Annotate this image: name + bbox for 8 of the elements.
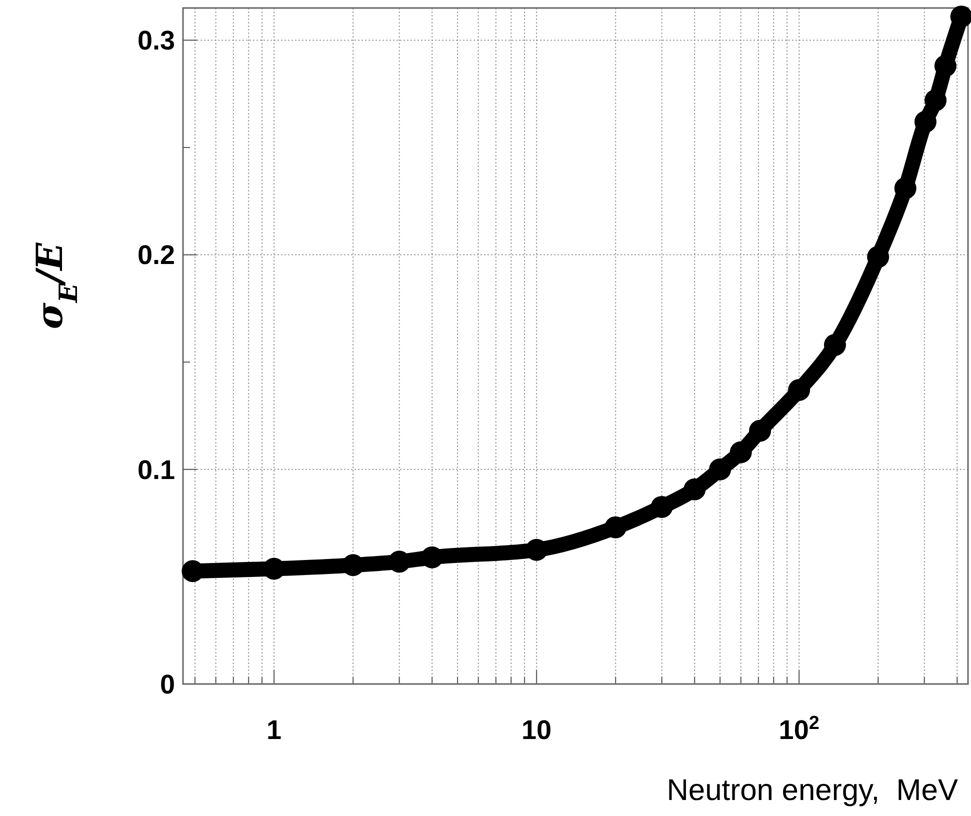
- y-tick-label: 0.1: [137, 454, 175, 485]
- x-tick-label: 10$^{2}$: [778, 712, 820, 745]
- y-tick-label: 0.3: [137, 26, 175, 56]
- x-tick-label: 1: [266, 715, 282, 745]
- y-tick-label: 0: [160, 669, 175, 700]
- x-tick-label: 10: [522, 715, 552, 745]
- x-axis-title: Neutron energy, MeV: [666, 774, 958, 807]
- y-tick-label: 0.2: [137, 240, 175, 270]
